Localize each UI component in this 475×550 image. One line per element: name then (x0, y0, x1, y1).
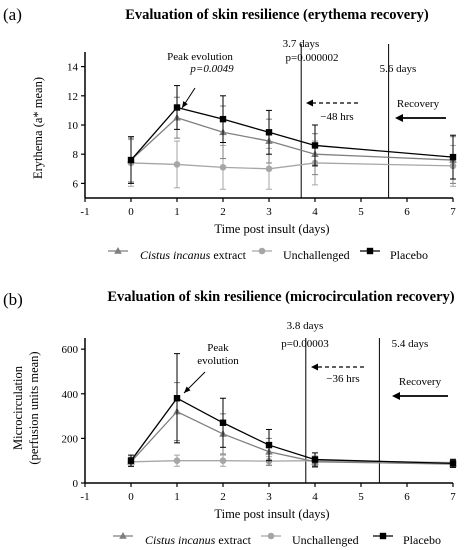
panel-a-unchallenged-point (219, 164, 227, 171)
legend-a-unchallenged-marker (258, 247, 266, 255)
panel-a-peak-arrowhead (182, 101, 188, 108)
panel-b-title: Evaluation of skin resilience (microcirc… (107, 289, 454, 305)
panel-a-unchallenged-point (173, 161, 181, 168)
panel-a-placebo-point (265, 129, 273, 136)
panel-a-y-tick-label: 12 (67, 91, 78, 103)
panel-b-placebo-point (449, 460, 457, 467)
panel-b-peak-label-2: evolution (197, 355, 239, 367)
panel-b-hrs-arrowhead (311, 363, 318, 371)
panel-a-hrs-arrowhead (306, 99, 313, 107)
panel-a-unchallenged-point (265, 165, 273, 173)
panel-b-unchallenged-line (130, 460, 454, 464)
panel-b-cistus-line (130, 410, 454, 465)
panel-b-x-tick-label: 6 (404, 491, 410, 503)
panel-a-x-tick-label: 4 (312, 206, 318, 218)
panel-a-x-tick-label: 7 (450, 206, 456, 218)
panel-b-xlabel: Time post insult (days) (214, 507, 329, 521)
panel-b-vline1-p: p=0.00003 (281, 338, 329, 350)
panel-a-recovery-label: Recovery (397, 98, 440, 110)
panel-b-unchallenged-point (219, 457, 227, 464)
panel-a-x-tick-label: 5 (358, 206, 364, 218)
panel-a-ylabel: Erythema (a* mean) (31, 77, 45, 179)
panel-a-peak-p: p=0.0049 (189, 63, 234, 75)
panel-b-placebo-point (265, 441, 273, 449)
panel-b-placebo-point (219, 419, 227, 426)
panel-b-label: (b) (3, 290, 23, 309)
panel-a-x-tick-label: -1 (80, 206, 89, 218)
panel-b-x-tick-label: 4 (312, 491, 318, 503)
panel-b-x-tick-label: 2 (220, 491, 226, 503)
panel-a-recovery-arrowhead (395, 114, 403, 122)
legend-a-unchallenged: Unchallenged (283, 248, 350, 262)
legend-b-placebo-marker (379, 532, 387, 540)
panel-a-hrs-label: −48 hrs (320, 111, 353, 123)
legend-a-cistus: Cistus incanus extract (140, 248, 247, 262)
panel-a-vline2-label: 5.6 days (380, 63, 417, 75)
legend-b-unchallenged: Unchallenged (292, 533, 359, 547)
panel-b-placebo-point (173, 395, 181, 402)
panel-a-x-tick-label: 1 (174, 206, 180, 218)
legend-a: Cistus incanus extract Unchallenged Plac… (140, 248, 428, 262)
panel-a-placebo-point (127, 156, 135, 164)
panel-b-x-tick-label: -1 (80, 491, 89, 503)
panel-b-y-tick-label: 600 (62, 344, 79, 356)
panel-a-placebo-point (449, 153, 457, 161)
panel-a-y-tick-label: 14 (67, 62, 79, 74)
legend-b-cistus-marker (119, 532, 127, 539)
panel-a-label: (a) (3, 5, 22, 24)
panel-b-vline2-label: 5.4 days (392, 338, 429, 350)
panel-b-placebo-line (130, 397, 454, 465)
panel-a-x-tick-label: 0 (128, 206, 134, 218)
panel-a-vline1-p: p=0.000002 (286, 52, 339, 64)
panel-a-y-tick-label: 6 (73, 178, 79, 190)
panel-b-vline1-label: 3.8 days (287, 320, 324, 332)
legend-a-placebo-marker (366, 247, 374, 255)
panel-b-x-tick-label: 7 (450, 491, 456, 503)
legend-b-cistus: Cistus incanus extract (145, 533, 252, 547)
legend-b-unchallenged-marker (267, 532, 275, 540)
panel-b-placebo-point (127, 457, 135, 464)
panel-a-x-tick-label: 3 (266, 206, 272, 218)
panel-b-recovery-arrowhead (392, 392, 400, 400)
panel-a-unchallenged-line (130, 162, 454, 170)
panel-b-x-tick-label: 0 (128, 491, 134, 503)
panel-b-ylabel-line2: (perfusion units mean) (27, 351, 41, 464)
panel-a-title: Evaluation of skin resilience (erythema … (125, 7, 429, 23)
panel-a-placebo-point (173, 104, 181, 111)
panel-b-placebo-point (311, 456, 319, 463)
panel-b-unchallenged-point (173, 457, 181, 464)
legend-a-placebo: Placebo (390, 248, 428, 262)
panel-b-ylabel-line1: Microcirculation (11, 365, 25, 450)
panel-a-cistus-line (130, 116, 454, 161)
panel-a-x-tick-label: 2 (220, 206, 226, 218)
legend-b-placebo: Placebo (403, 533, 441, 547)
panel-b-peak-label-1: Peak (207, 342, 229, 354)
panel-b-x-tick-label: 5 (358, 491, 364, 503)
panel-b-x-tick-label: 3 (266, 491, 272, 503)
panel-a-x-tick-label: 6 (404, 206, 410, 218)
panel-b-recovery-label: Recovery (399, 376, 442, 388)
panel-a-placebo-line (130, 106, 454, 161)
panel-a-y-tick-label: 10 (67, 120, 79, 132)
panel-a-y-tick-label: 8 (73, 149, 79, 161)
panel-a-peak-label: Peak evolution (167, 51, 233, 63)
panel-b-hrs-label: −36 hrs (326, 373, 359, 385)
legend-a-cistus-marker (114, 247, 122, 254)
panel-b-y-tick-label: 400 (62, 389, 79, 401)
panel-a-placebo-point (311, 142, 319, 149)
panel-b-series-placebo (127, 353, 457, 468)
panel-b-peak-arrowhead (184, 386, 191, 393)
panel-b-x-tick-label: 1 (174, 491, 180, 503)
panel-a-xlabel: Time post insult (days) (214, 222, 329, 236)
panel-b-y-tick-label: 0 (73, 478, 79, 490)
legend-b: Cistus incanus extract Unchallenged Plac… (145, 533, 441, 547)
panel-a-placebo-point (219, 115, 227, 123)
panel-a-series-placebo (127, 85, 457, 184)
panel-b-y-tick-label: 200 (62, 433, 79, 445)
